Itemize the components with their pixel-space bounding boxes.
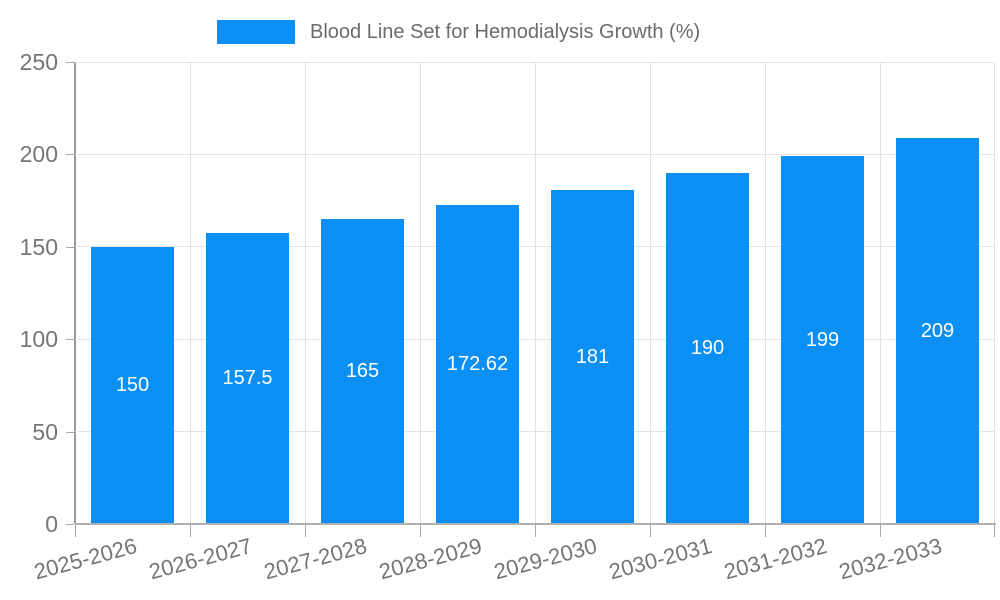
legend-swatch-icon: [217, 20, 295, 44]
bar[interactable]: 172.62: [436, 205, 519, 524]
gridline-vertical: [305, 62, 306, 524]
bar-value-label: 172.62: [446, 353, 509, 375]
y-axis-tick-label: 200: [19, 141, 58, 168]
y-tick-mark: [66, 62, 74, 63]
y-tick-mark: [66, 524, 74, 525]
y-axis-tick-label: 100: [19, 326, 58, 353]
bar[interactable]: 157.5: [206, 233, 289, 524]
gridline-vertical: [535, 62, 536, 524]
x-tick-mark: [994, 524, 995, 537]
bar[interactable]: 209: [896, 138, 979, 524]
x-tick-mark: [650, 524, 651, 537]
bar-value-label: 209: [920, 319, 955, 342]
y-axis-tick-label: 50: [32, 418, 58, 445]
bar-value-label: 181: [575, 345, 610, 368]
plot-area: 150 157.5 165 172.62 181 190 199 209: [75, 61, 995, 524]
bar-value-label: 199: [805, 328, 840, 351]
legend[interactable]: Blood Line Set for Hemodialysis Growth (…: [217, 20, 700, 44]
y-axis-tick-label: 150: [19, 233, 58, 260]
x-tick-mark: [305, 524, 306, 537]
bar-value-label: 150: [115, 374, 150, 396]
gridline-vertical: [994, 62, 995, 524]
bar-value-label: 190: [690, 337, 725, 359]
bar[interactable]: 150: [91, 247, 174, 524]
y-axis-tick-label: 250: [19, 49, 58, 75]
x-tick-mark: [535, 524, 536, 537]
x-tick-mark: [420, 524, 421, 537]
x-tick-mark: [75, 524, 76, 537]
gridline-vertical: [650, 62, 651, 524]
bar[interactable]: 165: [321, 219, 404, 524]
x-tick-mark: [880, 524, 881, 537]
y-axis-line: [74, 62, 76, 524]
y-tick-mark: [66, 154, 74, 156]
y-tick-mark: [66, 431, 74, 433]
y-axis-tick-label: 0: [45, 511, 58, 537]
x-tick-mark: [190, 524, 191, 537]
gridline-vertical: [880, 62, 881, 524]
y-tick-mark: [66, 339, 74, 341]
legend-label: Blood Line Set for Hemodialysis Growth (…: [310, 20, 701, 43]
gridline-vertical: [765, 62, 766, 524]
y-tick-mark: [66, 246, 74, 248]
x-tick-mark: [765, 524, 766, 537]
bar[interactable]: 181: [551, 190, 634, 524]
gridline-vertical: [190, 62, 191, 524]
bar-value-label: 157.5: [222, 367, 273, 389]
bar[interactable]: 190: [666, 173, 749, 524]
bar-value-label: 165: [345, 360, 380, 382]
gridline-vertical: [420, 62, 421, 524]
bar[interactable]: 199: [781, 156, 864, 524]
